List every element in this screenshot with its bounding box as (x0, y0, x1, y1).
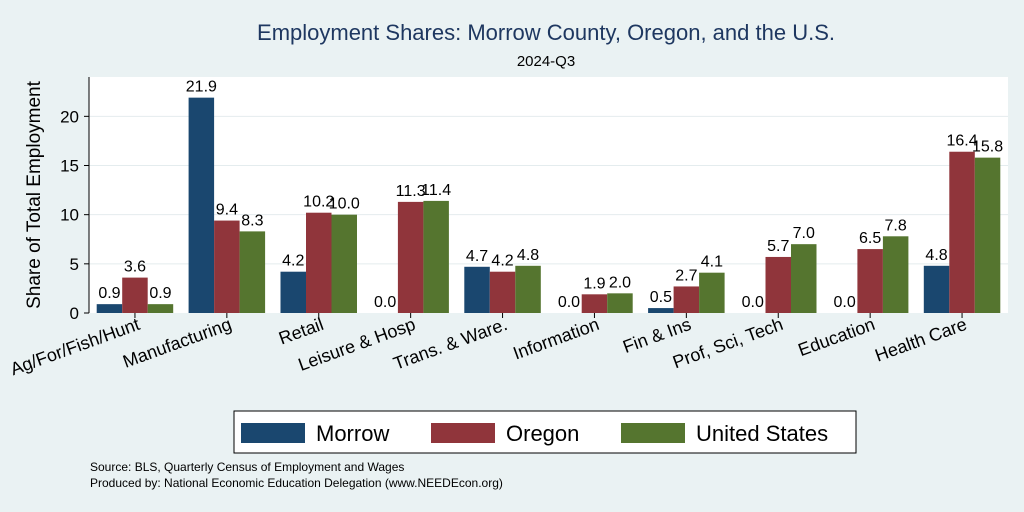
data-label-oregon-education: 6.5 (859, 230, 881, 247)
legend-swatch-oregon (431, 423, 495, 443)
bar-united-states-ag-for-fish-hunt (147, 304, 174, 313)
bar-oregon-retail (306, 212, 332, 313)
data-label-united-states-trans-ware: 4.8 (517, 247, 539, 264)
bar-united-states-leisure-hosp (423, 200, 449, 313)
data-label-oregon-retail: 10.2 (303, 194, 334, 211)
bar-oregon-ag-for-fish-hunt (122, 277, 148, 313)
data-label-oregon-leisure-hosp: 11.3 (396, 183, 426, 200)
x-tick-label-health-care: Health Care (872, 314, 969, 366)
bar-morrow-ag-for-fish-hunt (96, 304, 123, 313)
y-axis-label: Share of Total Employment (24, 80, 45, 308)
bar-united-states-retail (331, 214, 357, 313)
x-tick-label-information: Information (510, 314, 601, 364)
y-tick-label: 10 (60, 206, 79, 225)
bar-oregon-trans-ware (489, 271, 516, 313)
bar-united-states-information (607, 293, 633, 313)
x-tick-label-retail: Retail (276, 314, 326, 349)
bar-united-states-manufacturing (239, 231, 266, 313)
bar-morrow-health-care (923, 265, 950, 313)
bar-oregon-leisure-hosp (397, 201, 424, 313)
bar-morrow-trans-ware (464, 266, 490, 313)
x-tick-label-ag-for-fish-hunt: Ag/For/Fish/Hunt (8, 314, 143, 379)
chart-title: Employment Shares: Morrow County, Oregon… (257, 20, 835, 45)
data-label-morrow-ag-for-fish-hunt: 0.9 (98, 285, 120, 302)
y-tick-label: 5 (70, 255, 79, 274)
data-label-morrow-leisure-hosp: 0.0 (374, 294, 396, 311)
data-label-morrow-manufacturing: 21.9 (186, 79, 217, 96)
bar-morrow-manufacturing (188, 97, 215, 314)
bar-united-states-health-care (974, 157, 1001, 313)
legend: Morrow Oregon United States (233, 410, 857, 454)
legend-box (233, 410, 857, 454)
data-label-united-states-leisure-hosp: 11.4 (421, 182, 451, 199)
data-label-united-states-fin-ins: 4.1 (701, 254, 723, 271)
data-label-united-states-ag-for-fish-hunt: 0.9 (149, 285, 171, 302)
legend-label-oregon: Oregon (506, 421, 579, 446)
bar-oregon-fin-ins (673, 286, 700, 313)
data-label-morrow-health-care: 4.8 (925, 247, 947, 264)
legend-label-morrow: Morrow (316, 421, 389, 446)
y-tick-label: 0 (70, 304, 79, 323)
bar-oregon-education (857, 249, 883, 313)
data-label-morrow-education: 0.0 (834, 294, 856, 311)
data-label-oregon-ag-for-fish-hunt: 3.6 (124, 259, 146, 276)
data-label-morrow-prof-sci-tech: 0.0 (742, 294, 764, 311)
producer-note: Produced by: National Economic Education… (90, 476, 503, 490)
bar-oregon-prof-sci-tech (765, 256, 791, 313)
data-label-united-states-information: 2.0 (609, 274, 631, 291)
data-label-united-states-manufacturing: 8.3 (241, 212, 263, 229)
source-note: Source: BLS, Quarterly Census of Employm… (90, 460, 404, 474)
data-label-oregon-fin-ins: 2.7 (675, 267, 697, 284)
data-label-oregon-health-care: 16.4 (946, 133, 977, 150)
bar-united-states-trans-ware (515, 265, 541, 313)
data-label-morrow-trans-ware: 4.7 (466, 248, 488, 265)
bar-united-states-education (882, 236, 909, 313)
data-label-oregon-prof-sci-tech: 5.7 (767, 238, 789, 255)
bar-oregon-health-care (949, 151, 975, 313)
chart-subtitle: 2024-Q3 (517, 53, 575, 70)
legend-swatch-morrow (241, 423, 305, 443)
legend-label-united-states: United States (696, 421, 828, 446)
data-label-oregon-information: 1.9 (583, 275, 605, 292)
data-label-morrow-fin-ins: 0.5 (650, 289, 672, 306)
data-label-united-states-retail: 10.0 (329, 196, 360, 213)
legend-swatch-united-states (621, 423, 685, 443)
bar-oregon-information (581, 294, 608, 313)
data-label-oregon-manufacturing: 9.4 (216, 202, 238, 219)
bar-oregon-manufacturing (214, 220, 240, 313)
x-tick-label-education: Education (795, 314, 877, 360)
data-label-united-states-education: 7.8 (885, 217, 907, 234)
data-label-united-states-prof-sci-tech: 7.0 (793, 225, 815, 242)
data-label-oregon-trans-ware: 4.2 (491, 253, 513, 270)
bar-united-states-fin-ins (699, 272, 725, 313)
data-label-united-states-health-care: 15.8 (972, 139, 1003, 156)
bar-morrow-retail (280, 271, 306, 313)
data-label-morrow-retail: 4.2 (282, 253, 304, 270)
y-tick-label: 20 (60, 107, 79, 126)
data-label-morrow-information: 0.0 (558, 294, 580, 311)
bar-united-states-prof-sci-tech (791, 244, 817, 313)
y-tick-label: 15 (60, 157, 79, 176)
bar-morrow-fin-ins (648, 308, 674, 313)
